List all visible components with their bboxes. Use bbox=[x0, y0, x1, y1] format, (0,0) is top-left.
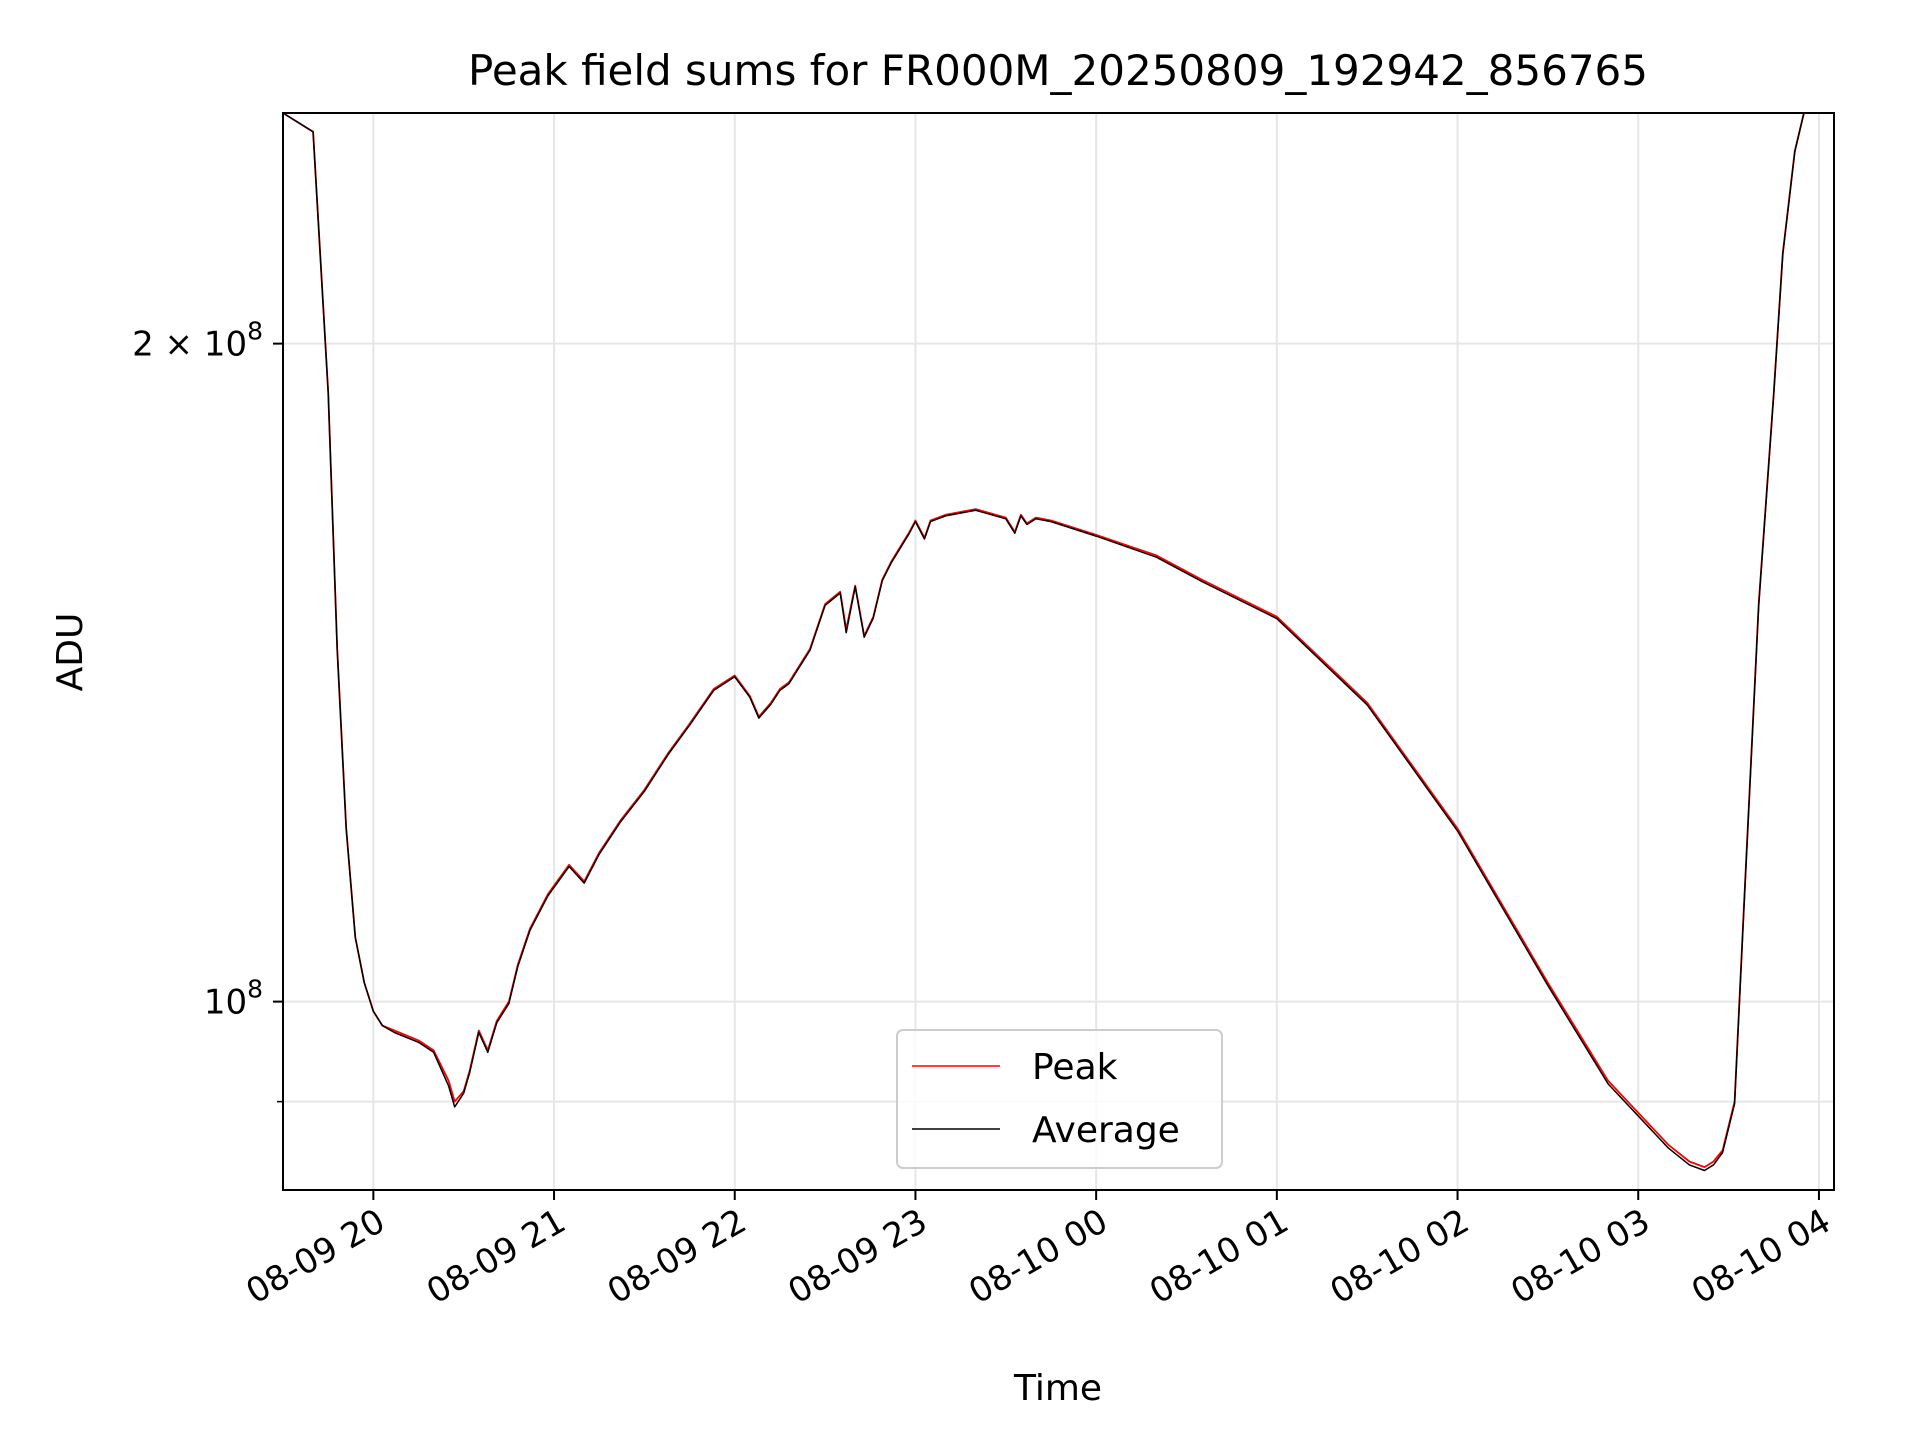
series-line-peak bbox=[282, 112, 1834, 1168]
grid bbox=[283, 113, 1834, 1190]
y-axis-label: ADU bbox=[50, 613, 91, 692]
chart-title: Peak field sums for FR000M_20250809_1929… bbox=[468, 46, 1648, 95]
series-line-average bbox=[282, 112, 1834, 1172]
legend: Peak Average bbox=[896, 1029, 1223, 1169]
x-axis-label: Time bbox=[1013, 1368, 1102, 1409]
plot-lines bbox=[282, 112, 1834, 1172]
plot-frame bbox=[282, 112, 1835, 1191]
legend-box bbox=[896, 1029, 1223, 1169]
y-tick-label: 2 × 108 bbox=[132, 317, 263, 365]
legend-label-average: Average bbox=[1032, 1110, 1180, 1151]
legend-label-peak: Peak bbox=[1032, 1047, 1118, 1088]
